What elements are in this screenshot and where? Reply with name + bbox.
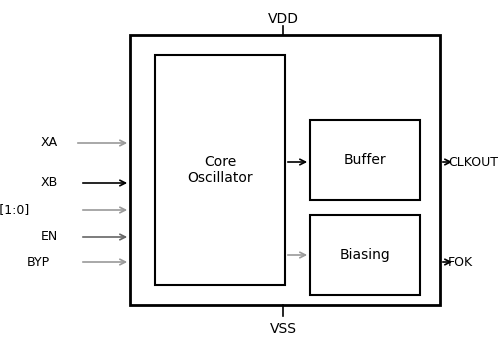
Text: BYP: BYP: [27, 256, 50, 268]
Text: Buffer: Buffer: [344, 153, 386, 167]
Text: CLKOUT: CLKOUT: [448, 155, 498, 169]
Text: XB: XB: [41, 176, 58, 190]
Text: FOK: FOK: [448, 256, 473, 268]
Bar: [155, 55, 285, 285]
Text: EN: EN: [41, 230, 58, 244]
Text: CTRL[1:0]: CTRL[1:0]: [0, 203, 30, 217]
Bar: [310, 120, 420, 200]
Bar: [130, 35, 440, 305]
Text: Biasing: Biasing: [340, 248, 390, 262]
Text: XA: XA: [41, 137, 58, 149]
Text: VSS: VSS: [270, 322, 296, 336]
Text: Core
Oscillator: Core Oscillator: [187, 155, 253, 185]
Text: VDD: VDD: [268, 12, 298, 26]
Bar: [310, 215, 420, 295]
